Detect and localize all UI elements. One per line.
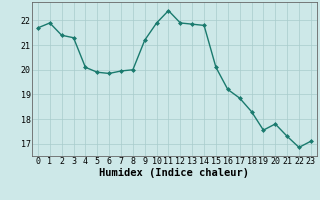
X-axis label: Humidex (Indice chaleur): Humidex (Indice chaleur) [100,168,249,178]
